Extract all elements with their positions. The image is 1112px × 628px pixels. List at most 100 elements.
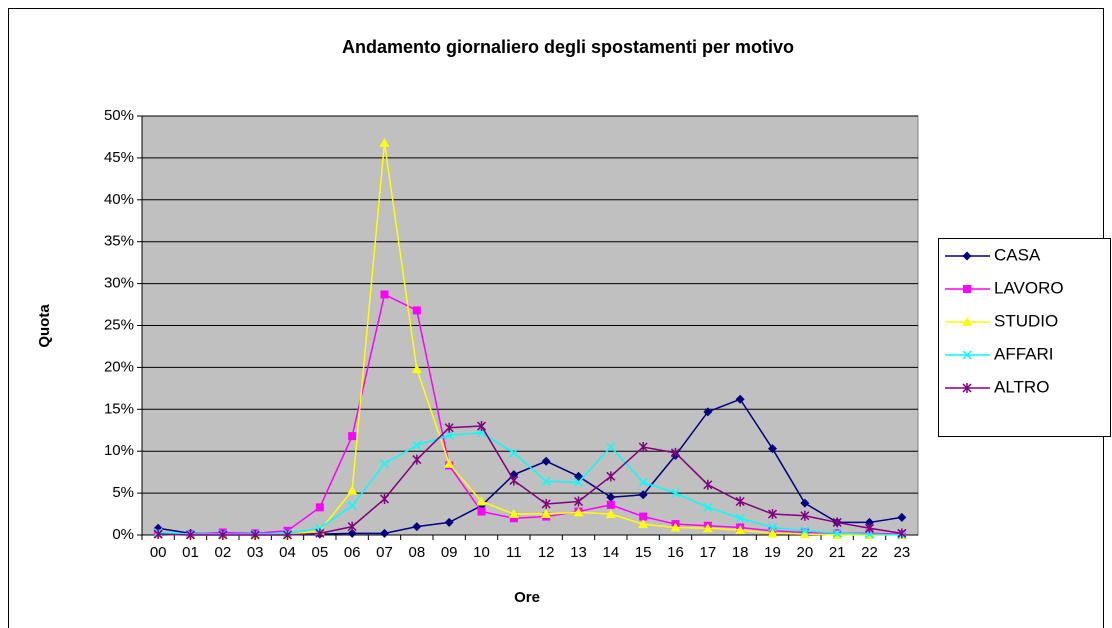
marker — [348, 432, 357, 441]
marker — [767, 509, 778, 520]
marker — [379, 493, 390, 504]
marker — [605, 509, 616, 519]
marker — [638, 477, 648, 487]
marker — [444, 517, 454, 527]
marker — [832, 528, 842, 538]
marker — [153, 529, 163, 540]
marker — [703, 502, 713, 512]
marker — [541, 498, 551, 509]
marker — [477, 507, 486, 516]
y-tick-label: 15% — [104, 400, 134, 417]
marker — [412, 454, 422, 465]
marker — [962, 317, 972, 326]
legend-label: LAVORO — [994, 278, 1064, 297]
y-axis-label: Quota — [36, 304, 53, 348]
y-tick-label: 0% — [112, 526, 134, 543]
y-tick-label: 30% — [104, 275, 134, 292]
x-tick-label: 13 — [570, 544, 587, 561]
marker — [638, 519, 649, 529]
marker — [638, 490, 648, 500]
marker — [379, 137, 390, 147]
marker — [574, 471, 583, 481]
marker — [606, 471, 616, 482]
marker — [573, 496, 584, 507]
y-tick-label: 25% — [104, 316, 134, 333]
marker — [639, 512, 648, 521]
marker — [541, 509, 552, 519]
x-tick-label: 20 — [796, 544, 813, 561]
marker — [735, 524, 746, 534]
marker — [735, 513, 745, 523]
marker — [411, 364, 422, 374]
marker — [573, 507, 584, 517]
marker — [735, 394, 745, 404]
x-tick-label: 18 — [732, 544, 749, 561]
marker — [412, 440, 422, 450]
marker — [315, 528, 325, 539]
marker — [897, 512, 907, 522]
x-tick-label: 14 — [602, 544, 619, 561]
marker — [962, 350, 972, 360]
marker — [412, 522, 422, 532]
marker — [185, 530, 196, 540]
legend — [938, 238, 1111, 437]
marker — [800, 526, 810, 536]
marker — [897, 528, 907, 539]
x-tick-label: 23 — [893, 544, 910, 561]
marker — [412, 306, 421, 315]
marker — [767, 528, 778, 538]
y-tick-label: 20% — [104, 358, 134, 375]
marker — [282, 530, 293, 540]
marker — [315, 503, 324, 512]
y-tick-label: 40% — [104, 191, 134, 208]
marker — [800, 510, 810, 521]
x-axis-label: Ore — [514, 589, 540, 606]
marker — [541, 456, 551, 466]
marker — [962, 251, 972, 261]
marker — [218, 530, 228, 540]
marker — [606, 442, 616, 452]
y-tick-label: 10% — [104, 442, 134, 459]
legend-label: STUDIO — [994, 311, 1058, 330]
marker — [799, 529, 810, 539]
marker — [768, 444, 777, 454]
marker — [735, 496, 745, 507]
x-tick-label: 01 — [182, 544, 199, 561]
marker — [509, 475, 519, 486]
x-tick-label: 17 — [699, 544, 716, 561]
marker — [250, 530, 260, 540]
marker — [509, 514, 518, 523]
marker — [963, 285, 971, 293]
marker — [702, 523, 713, 533]
marker — [347, 528, 357, 538]
x-tick-label: 06 — [344, 544, 361, 561]
marker — [864, 523, 875, 534]
marker — [573, 477, 584, 487]
marker — [962, 383, 972, 393]
series-line — [158, 431, 902, 536]
x-tick-label: 16 — [667, 544, 684, 561]
x-tick-label: 15 — [635, 544, 652, 561]
marker — [476, 496, 487, 506]
marker — [670, 522, 681, 532]
marker — [476, 421, 487, 432]
marker — [379, 459, 390, 469]
x-tick-label: 02 — [214, 544, 231, 561]
y-tick-label: 45% — [104, 149, 134, 166]
x-tick-label: 10 — [473, 544, 490, 561]
marker — [767, 522, 778, 532]
chart-title: Andamento giornaliero degli spostamenti … — [342, 37, 794, 57]
marker — [541, 476, 551, 486]
marker — [380, 290, 389, 299]
x-tick-label: 04 — [279, 544, 296, 561]
marker — [347, 501, 357, 511]
x-tick-label: 00 — [150, 544, 167, 561]
marker — [832, 517, 842, 528]
marker — [444, 458, 455, 468]
marker — [703, 479, 713, 490]
x-tick-label: 08 — [408, 544, 425, 561]
marker — [670, 447, 681, 458]
x-tick-label: 11 — [506, 544, 522, 561]
x-tick-label: 09 — [441, 544, 458, 561]
